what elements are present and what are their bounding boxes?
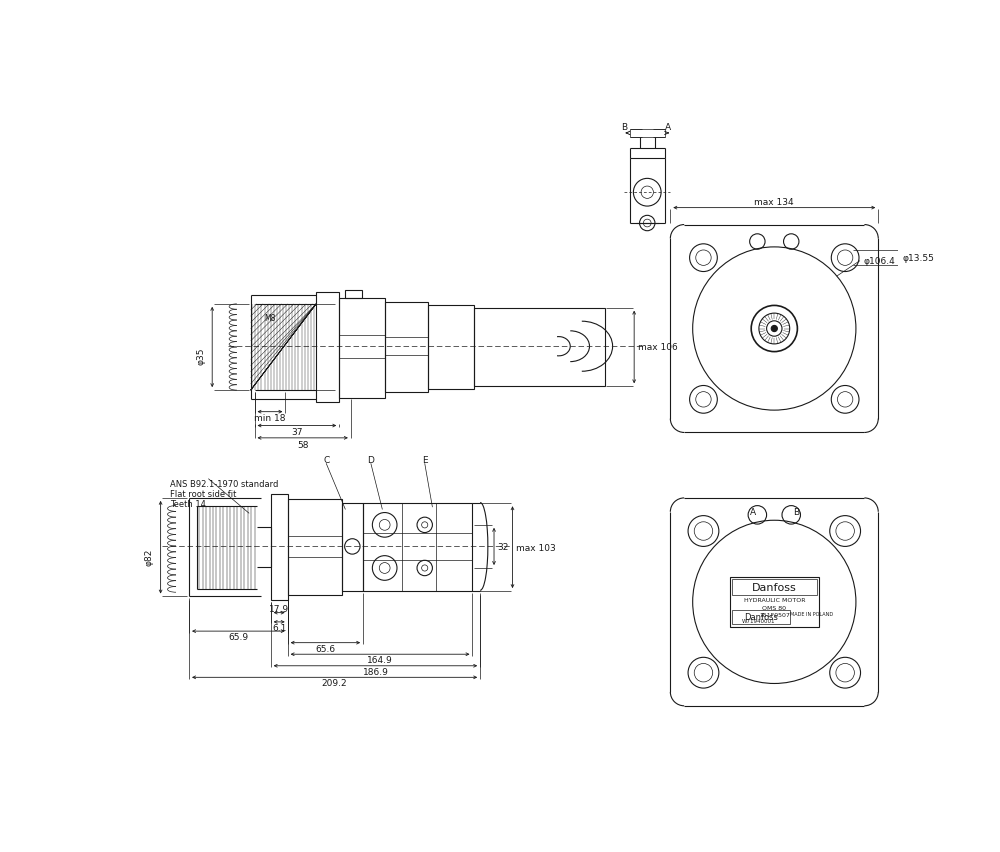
Text: max 106: max 106 xyxy=(638,343,678,352)
Text: B: B xyxy=(621,124,627,132)
Text: 65.9: 65.9 xyxy=(228,632,248,642)
Text: max 103: max 103 xyxy=(516,543,556,552)
Text: 65.6: 65.6 xyxy=(315,644,335,653)
Text: φ106.4: φ106.4 xyxy=(863,256,895,266)
Text: φ82: φ82 xyxy=(145,548,154,565)
Text: 6.1: 6.1 xyxy=(272,623,286,632)
Text: 17.9: 17.9 xyxy=(269,604,289,613)
Bar xyxy=(271,494,288,601)
Text: φ35: φ35 xyxy=(197,348,206,365)
Text: Danfoss: Danfoss xyxy=(752,582,797,592)
Text: A: A xyxy=(665,124,671,132)
Text: 37: 37 xyxy=(291,428,303,437)
Text: ANS B92.1-1970 standard
Flat root side fit
Teeth 14: ANS B92.1-1970 standard Flat root side f… xyxy=(170,479,278,509)
Bar xyxy=(345,291,362,298)
Text: OMS 80: OMS 80 xyxy=(762,605,786,610)
Bar xyxy=(342,504,363,591)
Text: 58: 58 xyxy=(297,440,308,449)
Text: 186.9: 186.9 xyxy=(363,667,388,676)
Text: B: B xyxy=(793,508,799,516)
Bar xyxy=(428,305,474,390)
Text: D: D xyxy=(367,455,374,464)
Text: MADE IN POLAND: MADE IN POLAND xyxy=(790,611,833,616)
Text: φ13.55: φ13.55 xyxy=(902,254,934,263)
Text: E: E xyxy=(422,455,428,464)
Bar xyxy=(732,579,817,595)
Bar xyxy=(732,610,790,624)
Text: HYDRAULIC MOTOR: HYDRAULIC MOTOR xyxy=(744,597,805,602)
Bar xyxy=(474,308,605,387)
Bar xyxy=(339,298,385,399)
Bar xyxy=(363,504,472,591)
Bar xyxy=(730,577,819,627)
Text: max 134: max 134 xyxy=(754,198,794,207)
Text: M8: M8 xyxy=(264,314,276,323)
Text: Danfoss: Danfoss xyxy=(744,613,778,622)
Circle shape xyxy=(771,326,777,332)
Bar xyxy=(385,302,428,393)
Text: 32: 32 xyxy=(497,542,508,551)
Bar xyxy=(316,293,339,402)
Text: W71940001: W71940001 xyxy=(742,619,776,624)
Text: C: C xyxy=(323,455,329,464)
Text: A: A xyxy=(750,508,756,516)
Text: 164.9: 164.9 xyxy=(367,655,393,665)
Bar xyxy=(288,500,342,596)
Text: 209.2: 209.2 xyxy=(322,678,347,688)
Text: min 18: min 18 xyxy=(254,414,286,423)
Text: 151F0507: 151F0507 xyxy=(759,613,790,618)
